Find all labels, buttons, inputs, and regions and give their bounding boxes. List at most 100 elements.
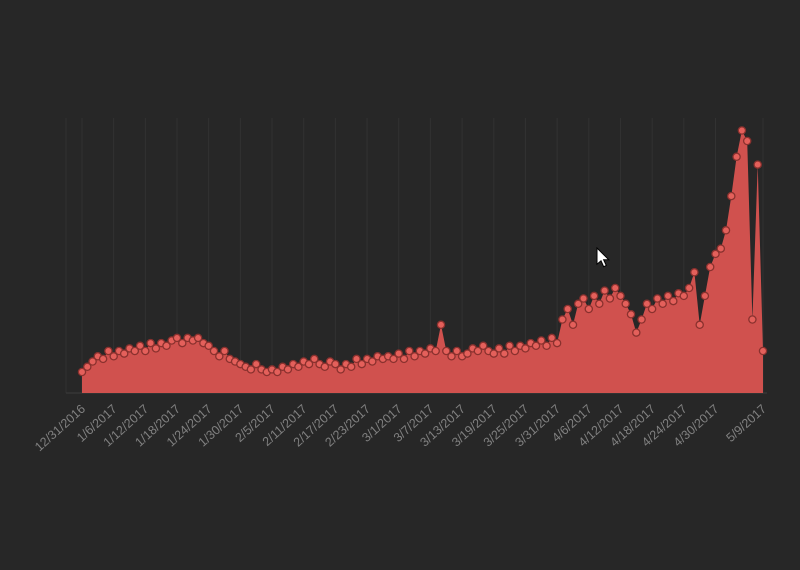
data-point[interactable] xyxy=(558,315,567,324)
data-point[interactable] xyxy=(669,296,678,306)
data-point[interactable] xyxy=(505,341,514,351)
data-point[interactable] xyxy=(88,357,97,366)
data-point[interactable] xyxy=(658,299,667,309)
data-point[interactable] xyxy=(653,294,662,303)
data-point[interactable] xyxy=(283,365,293,374)
data-point[interactable] xyxy=(442,346,451,356)
data-point[interactable] xyxy=(695,320,704,330)
data-point[interactable] xyxy=(758,346,768,356)
data-point[interactable] xyxy=(162,341,171,351)
data-point[interactable] xyxy=(357,359,367,369)
data-point[interactable] xyxy=(478,341,488,351)
data-point[interactable] xyxy=(146,338,155,348)
data-point[interactable] xyxy=(220,346,229,356)
data-point[interactable] xyxy=(310,354,319,364)
data-point[interactable] xyxy=(394,349,403,358)
data-point[interactable] xyxy=(531,341,541,351)
data-point[interactable] xyxy=(679,291,689,301)
data-point[interactable] xyxy=(727,191,736,201)
data-point[interactable] xyxy=(753,160,762,169)
data-point[interactable] xyxy=(547,333,557,343)
data-point[interactable] xyxy=(83,362,92,372)
data-point[interactable] xyxy=(151,344,161,353)
data-point[interactable] xyxy=(605,294,615,303)
data-point[interactable] xyxy=(579,294,588,303)
data-point[interactable] xyxy=(204,341,213,351)
data-point[interactable] xyxy=(304,359,314,369)
data-point[interactable] xyxy=(405,346,414,356)
data-point[interactable] xyxy=(721,226,731,235)
data-point[interactable] xyxy=(568,320,578,330)
data-point[interactable] xyxy=(600,286,609,295)
data-point[interactable] xyxy=(500,349,509,358)
data-point[interactable] xyxy=(632,328,641,337)
data-point[interactable] xyxy=(273,367,282,377)
data-point[interactable] xyxy=(193,333,203,343)
data-point[interactable] xyxy=(135,341,145,351)
data-point[interactable] xyxy=(626,310,636,319)
data-point[interactable] xyxy=(246,365,256,374)
data-point[interactable] xyxy=(178,338,187,348)
data-point[interactable] xyxy=(172,333,182,343)
data-point[interactable] xyxy=(716,244,726,253)
data-point[interactable] xyxy=(109,352,118,361)
data-point[interactable] xyxy=(320,362,330,372)
data-point[interactable] xyxy=(410,352,419,361)
data-point[interactable] xyxy=(542,341,551,351)
data-point[interactable] xyxy=(663,291,673,301)
data-point[interactable] xyxy=(637,315,646,324)
data-point[interactable] xyxy=(463,349,472,358)
data-point[interactable] xyxy=(436,320,446,330)
data-point[interactable] xyxy=(595,299,604,309)
data-point[interactable] xyxy=(119,349,129,358)
data-point[interactable] xyxy=(742,136,752,146)
data-point[interactable] xyxy=(141,346,150,356)
data-point[interactable] xyxy=(209,346,219,356)
data-point[interactable] xyxy=(389,354,398,364)
data-point[interactable] xyxy=(690,268,699,277)
data-point[interactable] xyxy=(573,299,583,309)
data-point[interactable] xyxy=(431,346,440,356)
data-point[interactable] xyxy=(294,362,303,372)
data-point[interactable] xyxy=(77,367,87,377)
data-point[interactable] xyxy=(584,304,594,314)
data-point[interactable] xyxy=(251,359,261,369)
data-point[interactable] xyxy=(489,349,499,358)
data-point[interactable] xyxy=(336,365,345,374)
data-point[interactable] xyxy=(352,354,361,364)
data-point[interactable] xyxy=(98,354,108,364)
data-point[interactable] xyxy=(589,291,599,301)
data-point[interactable] xyxy=(711,249,720,259)
data-point[interactable] xyxy=(447,352,456,361)
data-point[interactable] xyxy=(510,346,520,356)
data-point[interactable] xyxy=(621,299,630,309)
data-point[interactable] xyxy=(331,359,340,369)
data-point[interactable] xyxy=(610,283,620,293)
data-point[interactable] xyxy=(647,304,657,314)
data-point[interactable] xyxy=(737,126,747,135)
data-point[interactable] xyxy=(494,344,504,353)
data-point[interactable] xyxy=(616,291,625,301)
data-point[interactable] xyxy=(368,357,377,366)
data-point[interactable] xyxy=(732,152,741,162)
data-point[interactable] xyxy=(563,304,572,314)
data-point[interactable] xyxy=(684,283,694,293)
data-point[interactable] xyxy=(420,349,430,358)
data-point[interactable] xyxy=(473,346,483,356)
data-point[interactable] xyxy=(537,336,546,345)
data-point[interactable] xyxy=(748,315,757,324)
data-point[interactable] xyxy=(521,344,530,353)
x-axis-tick-label: 12/31/2016 xyxy=(32,402,88,454)
data-point[interactable] xyxy=(104,346,113,356)
data-point[interactable] xyxy=(452,346,462,356)
data-point[interactable] xyxy=(399,354,409,364)
data-point[interactable] xyxy=(642,299,652,309)
data-point[interactable] xyxy=(705,262,715,272)
data-point[interactable] xyxy=(700,291,710,301)
data-point[interactable] xyxy=(130,346,140,356)
data-point[interactable] xyxy=(552,338,562,348)
data-point[interactable] xyxy=(215,352,224,361)
data-point[interactable] xyxy=(346,362,356,372)
